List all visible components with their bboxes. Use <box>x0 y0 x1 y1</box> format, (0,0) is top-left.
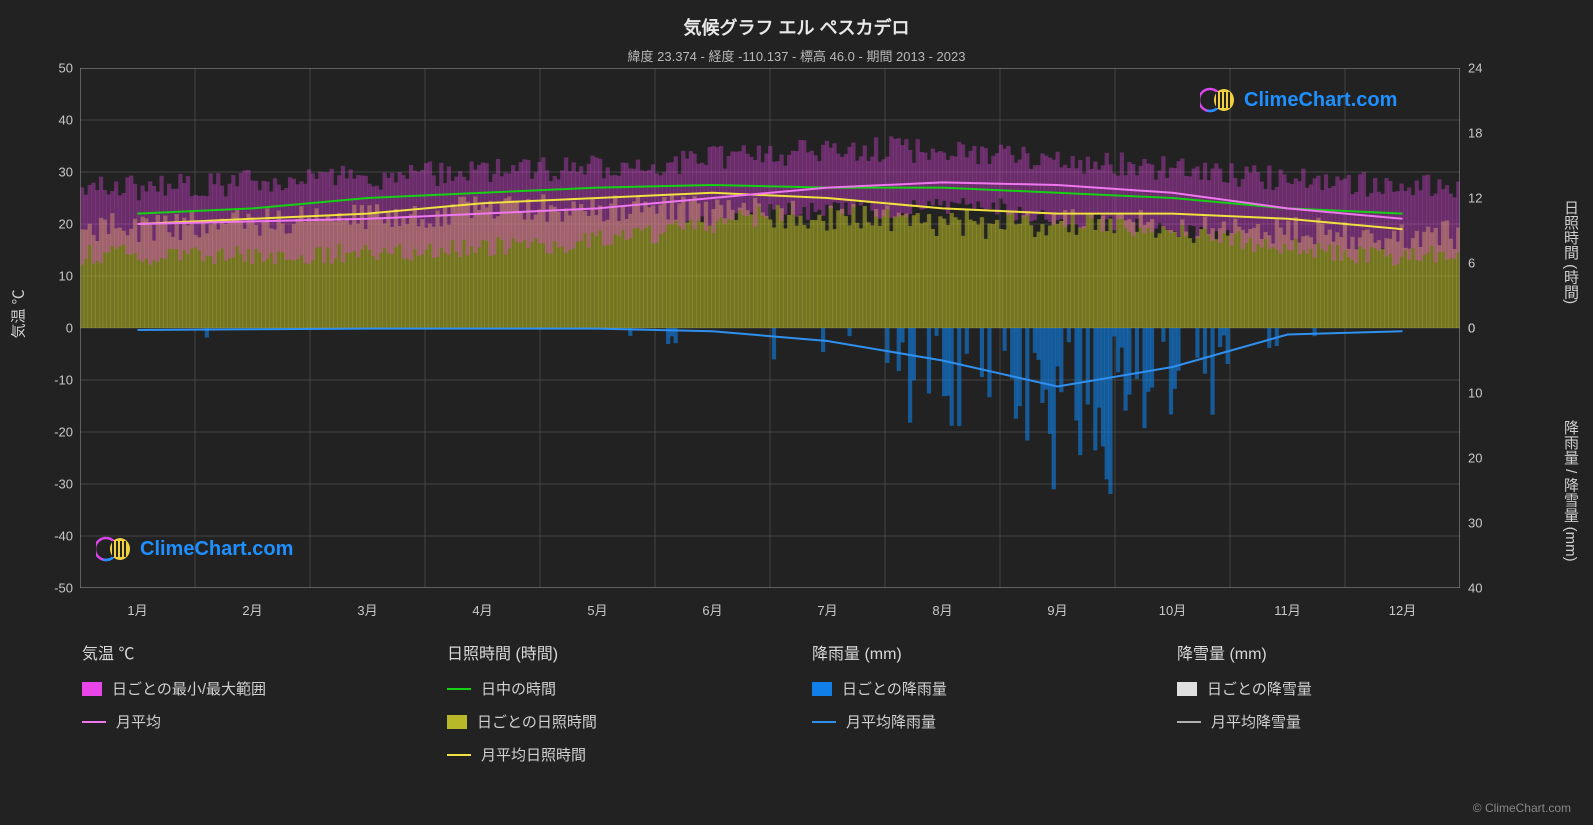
legend-header: 降雨量 (mm) <box>812 640 1137 664</box>
x-tick-month: 5月 <box>587 600 607 619</box>
watermark-bottom: ClimeChart.com <box>96 535 293 563</box>
y-tick-left: -40 <box>13 529 73 544</box>
y-tick-right-bottom: 20 <box>1468 451 1482 466</box>
y-tick-right-bottom: 0 <box>1468 321 1475 336</box>
y-axis-right-bottom-label: 降雨量 / 降雪量 (mm) <box>1560 420 1581 562</box>
legend-group: 日照時間 (時間) 日中の時間日ごとの日照時間月平均日照時間 <box>447 640 772 777</box>
x-tick-month: 3月 <box>357 600 377 619</box>
x-tick-month: 12月 <box>1389 600 1416 619</box>
x-tick-month: 9月 <box>1047 600 1067 619</box>
legend-label: 月平均降雪量 <box>1211 711 1301 732</box>
y-tick-left: -10 <box>13 373 73 388</box>
legend-header: 降雪量 (mm) <box>1177 640 1502 664</box>
climechart-logo-icon <box>1200 86 1236 114</box>
legend-item: 日ごとの日照時間 <box>447 711 772 732</box>
legend-group: 気温 ℃ 日ごとの最小/最大範囲月平均 <box>82 640 407 777</box>
legend-label: 月平均 <box>116 711 161 732</box>
y-tick-left: 50 <box>13 61 73 76</box>
y-tick-left: 10 <box>13 269 73 284</box>
legend-label: 月平均日照時間 <box>481 744 586 765</box>
copyright-text: © ClimeChart.com <box>1473 801 1571 815</box>
x-tick-month: 4月 <box>472 600 492 619</box>
legend-line-icon <box>82 721 106 723</box>
y-tick-left: -50 <box>13 581 73 596</box>
x-tick-month: 11月 <box>1274 600 1301 619</box>
chart-plot-area <box>80 68 1460 588</box>
x-tick-month: 8月 <box>932 600 952 619</box>
legend-label: 日ごとの降雨量 <box>842 678 947 699</box>
legend-label: 日ごとの降雪量 <box>1207 678 1312 699</box>
legend-line-icon <box>812 721 836 723</box>
legend-item: 月平均降雨量 <box>812 711 1137 732</box>
y-tick-right-bottom: 40 <box>1468 581 1482 596</box>
legend-swatch-icon <box>1177 682 1197 696</box>
legend-label: 日ごとの最小/最大範囲 <box>112 678 266 699</box>
legend-item: 日ごとの降雨量 <box>812 678 1137 699</box>
chart-legend: 気温 ℃ 日ごとの最小/最大範囲月平均 日照時間 (時間) 日中の時間日ごとの日照時間… <box>82 640 1502 777</box>
y-tick-left: 30 <box>13 165 73 180</box>
x-tick-month: 10月 <box>1159 600 1186 619</box>
legend-item: 月平均降雪量 <box>1177 711 1502 732</box>
legend-item: 月平均 <box>82 711 407 732</box>
legend-header: 気温 ℃ <box>82 640 407 664</box>
x-tick-month: 1月 <box>127 600 147 619</box>
chart-subtitle: 緯度 23.374 - 経度 -110.137 - 標高 46.0 - 期間 2… <box>0 40 1593 65</box>
y-tick-right-bottom: 10 <box>1468 386 1482 401</box>
watermark-text: ClimeChart.com <box>140 538 293 561</box>
legend-label: 日中の時間 <box>481 678 556 699</box>
legend-swatch-icon <box>447 715 467 729</box>
y-tick-right-top: 18 <box>1468 126 1482 141</box>
y-tick-left: 0 <box>13 321 73 336</box>
legend-label: 月平均降雨量 <box>846 711 936 732</box>
y-tick-right-bottom: 30 <box>1468 516 1482 531</box>
x-tick-month: 2月 <box>242 600 262 619</box>
legend-item: 日中の時間 <box>447 678 772 699</box>
y-tick-left: 40 <box>13 113 73 128</box>
legend-line-icon <box>447 688 471 690</box>
legend-line-icon <box>1177 721 1201 723</box>
legend-swatch-icon <box>812 682 832 696</box>
y-tick-right-top: 12 <box>1468 191 1482 206</box>
watermark-top: ClimeChart.com <box>1200 86 1397 114</box>
watermark-text: ClimeChart.com <box>1244 89 1397 112</box>
legend-item: 月平均日照時間 <box>447 744 772 765</box>
y-tick-left: -20 <box>13 425 73 440</box>
legend-item: 日ごとの最小/最大範囲 <box>82 678 407 699</box>
climechart-logo-icon <box>96 535 132 563</box>
x-tick-month: 6月 <box>702 600 722 619</box>
legend-header: 日照時間 (時間) <box>447 640 772 664</box>
y-axis-right-top-label: 日照時間 (時間) <box>1560 200 1581 304</box>
legend-label: 日ごとの日照時間 <box>477 711 597 732</box>
x-tick-month: 7月 <box>817 600 837 619</box>
y-tick-left: 20 <box>13 217 73 232</box>
y-tick-left: -30 <box>13 477 73 492</box>
legend-group: 降雪量 (mm) 日ごとの降雪量月平均降雪量 <box>1177 640 1502 777</box>
legend-line-icon <box>447 754 471 756</box>
y-tick-right-top: 6 <box>1468 256 1475 271</box>
chart-title: 気候グラフ エル ペスカデロ <box>0 0 1593 40</box>
legend-item: 日ごとの降雪量 <box>1177 678 1502 699</box>
y-tick-right-top: 24 <box>1468 61 1482 76</box>
legend-swatch-icon <box>82 682 102 696</box>
legend-group: 降雨量 (mm) 日ごとの降雨量月平均降雨量 <box>812 640 1137 777</box>
